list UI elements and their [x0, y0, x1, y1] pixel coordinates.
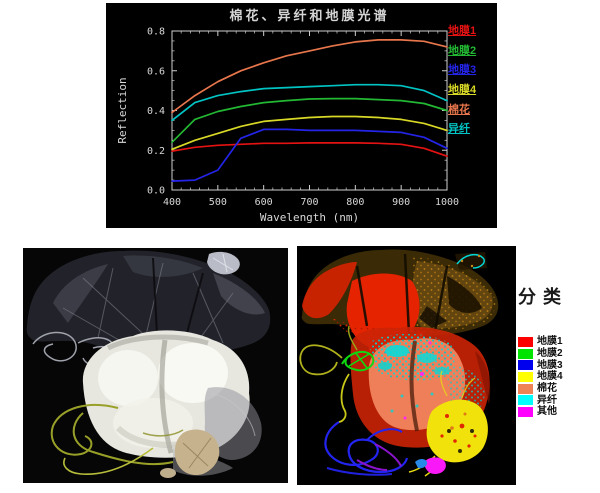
legend-item-film2: 地膜2 — [448, 44, 477, 57]
svg-text:700: 700 — [300, 197, 318, 208]
svg-text:0.6: 0.6 — [147, 66, 165, 77]
other-color-swatch — [518, 406, 533, 417]
svg-text:800: 800 — [346, 197, 364, 208]
legend-row-cotton: 棉花 — [518, 383, 600, 395]
film-region-classified — [301, 249, 499, 362]
film4-color-swatch — [518, 371, 533, 382]
film2-class-label: 地膜2 — [537, 348, 563, 360]
svg-text:Reflection: Reflection — [116, 77, 129, 143]
film3-class-label: 地膜3 — [537, 359, 563, 371]
legend-row-film1: 地膜1 — [518, 336, 600, 348]
legend-item-film4: 地膜4 — [448, 84, 477, 97]
svg-text:600: 600 — [255, 197, 273, 208]
classified-image — [297, 246, 516, 485]
film1-color-swatch — [518, 336, 533, 347]
fiber-class-label: 异纤 — [537, 394, 557, 406]
svg-text:500: 500 — [209, 197, 227, 208]
legend-item-fiber: 异纤 — [448, 123, 470, 136]
fiber-color-swatch — [518, 395, 533, 406]
classification-legend: 分类 地膜1 地膜2 地膜3 地膜4 棉花 — [518, 283, 600, 418]
cotton-photo-image — [23, 248, 288, 483]
legend-row-other: 其他 — [518, 406, 600, 418]
other-class-label: 其他 — [537, 406, 557, 418]
legend-row-film2: 地膜2 — [518, 348, 600, 360]
beige-material-photo — [160, 429, 220, 478]
classified-image-panel — [297, 246, 516, 485]
legend-row-film3: 地膜3 — [518, 359, 600, 371]
legend-row-fiber: 异纤 — [518, 394, 600, 406]
fragment-classified — [455, 252, 487, 270]
legend-row-film4: 地膜4 — [518, 371, 600, 383]
film4-class-label: 地膜4 — [537, 371, 563, 383]
legend-item-film3: 地膜3 — [448, 64, 477, 77]
classification-legend-title: 分类 — [518, 287, 568, 307]
svg-text:900: 900 — [392, 197, 410, 208]
green-string-classified — [299, 325, 375, 423]
white-fragment-photo — [207, 251, 240, 275]
film3-color-swatch — [518, 360, 533, 371]
svg-text:0.8: 0.8 — [147, 27, 165, 38]
classification-legend-rows: 地膜1 地膜2 地膜3 地膜4 棉花 异纤 — [518, 336, 600, 418]
plastic-film-photo — [26, 250, 271, 357]
yellow-strings-photo — [50, 403, 184, 475]
spectra-chart-panel: 400 500 600 700 800 900 1000 0.0 0.2 0.4 0.6 0.8 棉花、… — [106, 3, 497, 228]
film2-color-swatch — [518, 348, 533, 359]
svg-text:400: 400 — [163, 197, 181, 208]
film1-class-label: 地膜1 — [537, 336, 563, 348]
svg-text:1000: 1000 — [435, 197, 459, 208]
cotton-class-label: 棉花 — [537, 383, 557, 395]
svg-text:0.0: 0.0 — [147, 186, 165, 197]
spectra-chart: 400 500 600 700 800 900 1000 0.0 0.2 0.4 0.6 0.8 棉花、… — [116, 8, 459, 224]
spectra-chart-legend: 地膜1 地膜2 地膜3 地膜4 棉花 异纤 — [448, 25, 496, 143]
svg-text:0.4: 0.4 — [147, 106, 165, 117]
blue-string-classified — [324, 421, 409, 476]
cotton-color-swatch — [518, 383, 533, 394]
svg-text:棉花、异纤和地膜光谱: 棉花、异纤和地膜光谱 — [229, 8, 389, 23]
legend-item-cotton: 棉花 — [448, 103, 470, 116]
magenta-region-classified — [415, 457, 446, 474]
legend-item-film1: 地膜1 — [448, 25, 477, 37]
svg-text:Wavelength (nm): Wavelength (nm) — [260, 211, 359, 224]
svg-text:0.2: 0.2 — [147, 146, 165, 157]
original-photo-panel — [23, 248, 288, 483]
